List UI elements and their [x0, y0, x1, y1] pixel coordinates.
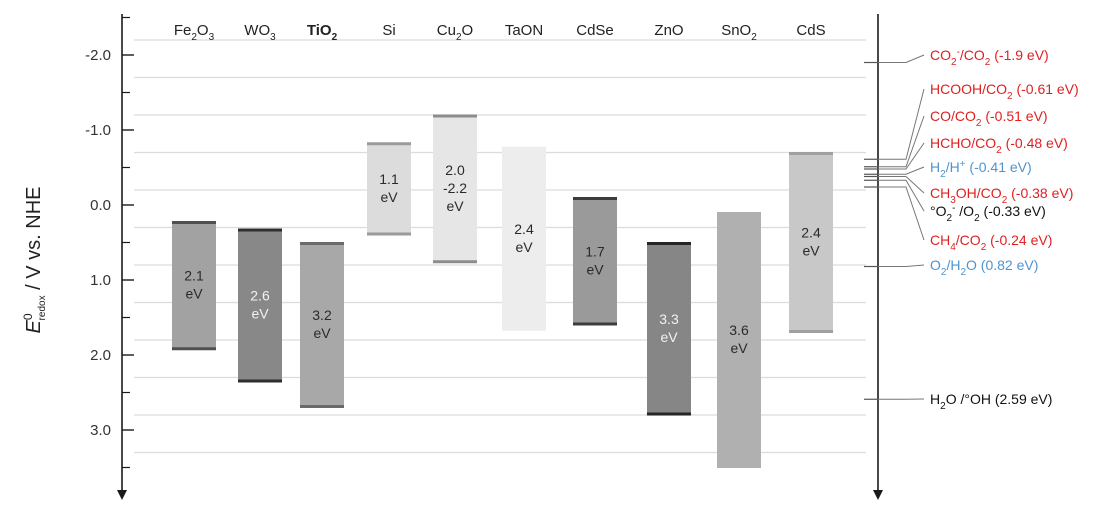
y-tick-label: 2.0 [90, 347, 111, 364]
category-label: WO3 [244, 22, 276, 43]
redox-label: HCOOH/CO2 (-0.61 eV) [930, 81, 1079, 102]
redox-leader-line [878, 142, 925, 170]
redox-label: CH3OH/CO2 (-0.38 eV) [930, 185, 1073, 206]
band-bar-sno2 [717, 212, 761, 468]
axes [117, 14, 883, 500]
redox-leader-line [878, 176, 925, 194]
band-bar-cu2o [433, 115, 477, 263]
band-gap-label: eV [802, 243, 820, 259]
category-label: Cu2O [437, 22, 473, 43]
band-bar-cds [789, 152, 833, 333]
band-gap-label: eV [660, 329, 678, 345]
category-label: ZnO [654, 22, 683, 39]
band-bar-tio2 [300, 242, 344, 408]
redox-label: CO/CO2 (-0.51 eV) [930, 108, 1048, 129]
redox-leader-line [878, 54, 925, 63]
category-label: SnO2 [721, 22, 757, 43]
y-tick-label: -2.0 [85, 47, 111, 64]
band-bar-cdse [573, 197, 617, 325]
y-tick-label: 3.0 [90, 422, 111, 439]
redox-leader-line [878, 264, 925, 267]
y-tick-label: 1.0 [90, 272, 111, 289]
band-gap-label: 2.0 [445, 162, 465, 178]
band-gap-label: eV [586, 261, 604, 277]
band-bar-wo3 [238, 229, 282, 382]
band-gap-label: 2.1 [184, 268, 204, 284]
y-ticks: -2.0 -1.0 0.0 1.0 2.0 3.0 [85, 16, 134, 469]
redox-leader-line [878, 115, 925, 168]
redox-label: H2O /°OH (2.59 eV) [930, 391, 1052, 412]
band-gap-label: 1.1 [379, 171, 399, 187]
y-tick-label: -1.0 [85, 122, 111, 139]
band-gap-label: eV [313, 325, 331, 341]
bands: 2.1 eV 2.6 eV 3.2 eV 1.1 eV 2.0 -2.2 eV 2.4 eV 1.7 eV 3… [172, 114, 833, 468]
arrow-down-icon [117, 490, 127, 500]
band-gap-label: eV [185, 286, 203, 302]
band-gap-label: 3.3 [659, 311, 679, 327]
band-bar-si [367, 142, 411, 235]
category-label: Fe2O3 [174, 22, 215, 43]
band-gap-label: 2.6 [250, 288, 270, 304]
band-gap-label: 3.6 [729, 322, 749, 338]
band-gap-label: eV [380, 189, 398, 205]
category-label: Si [382, 22, 395, 39]
band-gap-label: 3.2 [312, 307, 332, 323]
y-axis-title: E0 redox / V vs. NHE [21, 187, 48, 334]
redox-potentials: CO2-/CO2 (-1.9 eV) HCOOH/CO2 (-0.61 eV) CO… [864, 47, 1079, 412]
redox-label: H2/H+ (-0.41 eV) [930, 159, 1032, 180]
category-label: CdSe [576, 22, 614, 39]
redox-leader-line [878, 88, 925, 160]
band-gap-label: eV [730, 340, 748, 356]
band-gap-label: eV [251, 306, 269, 322]
band-gap-label: -2.2 [443, 180, 467, 196]
category-label: CdS [796, 22, 825, 39]
band-bar-taon [502, 147, 546, 331]
band-bar-zno [647, 242, 691, 415]
y-tick-label: 0.0 [90, 197, 111, 214]
redox-label: HCHO/CO2 (-0.48 eV) [930, 135, 1068, 156]
category-label: TiO2 [307, 22, 338, 43]
redox-label: CH4/CO2 (-0.24 eV) [930, 232, 1052, 253]
redox-label: CO2-/CO2 (-1.9 eV) [930, 47, 1049, 68]
band-gap-label: 1.7 [585, 243, 605, 259]
band-gap-label: 2.4 [801, 225, 821, 241]
category-label: TaON [505, 22, 543, 39]
band-gap-label: eV [446, 198, 464, 214]
band-gap-label: eV [515, 239, 533, 255]
arrow-down-icon [873, 490, 883, 500]
band-bar-fe2o3 [172, 221, 216, 350]
redox-leader-line [878, 166, 925, 175]
redox-leader-line [878, 179, 925, 212]
redox-label: °O2- /O2 (-0.33 eV) [930, 203, 1046, 224]
redox-leader-line [878, 186, 925, 241]
redox-label: O2/H2O (0.82 eV) [930, 257, 1038, 278]
category-labels: Fe2O3 WO3 TiO2 Si Cu2O TaON CdSe ZnO SnO2 CdS [174, 22, 826, 43]
band-gap-label: 2.4 [514, 221, 534, 237]
